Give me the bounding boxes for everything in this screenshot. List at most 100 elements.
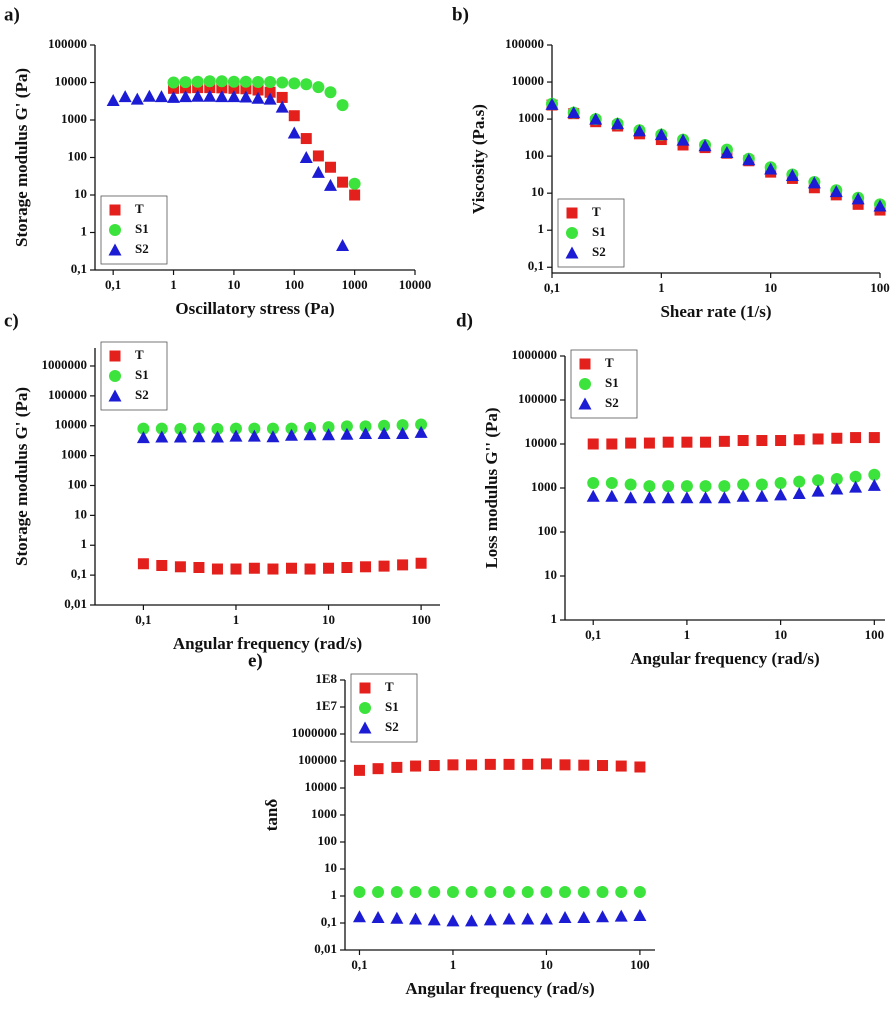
legend-label: S2 [605,395,619,410]
marker-triangle [215,90,229,103]
legend-label: S1 [605,375,619,390]
y-tick-label: 100000 [48,387,87,402]
marker-triangle [829,185,843,198]
legend-label: S2 [592,244,606,259]
marker-triangle [545,97,559,110]
marker-circle [415,418,428,431]
marker-triangle [303,428,317,441]
marker-triangle [586,489,600,502]
panel-label: e) [248,650,263,671]
y-tick-label: 10000 [55,73,88,88]
y-axis-label: Viscosity (Pa.s) [469,104,488,214]
y-tick-label: 1E7 [315,698,337,713]
marker-triangle [807,176,821,189]
y-tick-label: 1000 [518,110,544,125]
marker-triangle [409,912,423,925]
marker-square [252,84,264,96]
x-axis-label: Oscillatory stress (Pa) [175,299,334,318]
marker-triangle [229,429,243,442]
panel-label: d) [456,310,473,331]
marker-square [248,562,260,574]
marker-square [775,435,787,447]
marker-square [737,435,749,447]
y-tick-label: 10000 [55,417,88,432]
marker-circle [359,420,372,433]
marker-circle [559,886,572,899]
y-tick-label: 10 [531,184,544,199]
marker-square [868,432,880,444]
panel-label: b) [452,4,469,25]
marker-square [681,436,693,448]
panel: e) 0,1 1 10 100 0,01 0,1 1 10 100 1000 10000 100000 1… [248,650,655,998]
legend-label: S1 [135,367,149,382]
marker-square [718,435,730,447]
marker-triangle [203,89,217,102]
marker-square [372,763,384,775]
marker-triangle [155,430,169,443]
y-tick-label: 0,1 [321,914,337,929]
marker-triangle [377,426,391,439]
marker-triangle [654,128,668,141]
marker-circle [577,886,590,899]
marker-square [566,207,578,219]
marker-triangle [247,429,261,442]
marker-circle [699,480,712,493]
marker-triangle [565,246,579,259]
marker-square [137,558,149,570]
x-tick-label: 10 [227,277,240,292]
y-tick-label: 100 [318,833,338,848]
marker-triangle [167,90,181,103]
marker-triangle [154,90,168,103]
marker-triangle [414,425,428,438]
marker-triangle [483,913,497,926]
x-tick-label: 10 [540,957,553,972]
marker-triangle [287,126,301,139]
marker-square [559,759,571,771]
marker-circle [540,886,553,899]
marker-square [428,760,440,772]
marker-circle [285,422,298,435]
marker-triangle [266,430,280,443]
marker-circle [428,886,441,899]
marker-triangle [577,910,591,923]
legend-label: S1 [135,221,149,236]
x-tick-label: 1 [170,277,177,292]
marker-triangle [873,199,887,212]
legend-label: T [592,204,601,219]
x-tick-label: 10000 [399,277,432,292]
marker-triangle [465,914,479,927]
y-tick-label: 0,1 [71,261,87,276]
y-tick-label: 100000 [298,752,337,767]
marker-square [276,91,288,103]
y-tick-label: 100000 [518,391,557,406]
marker-circle [203,75,216,88]
marker-triangle [336,239,350,252]
marker-circle [566,227,578,239]
x-tick-label: 100 [285,277,305,292]
marker-circle [215,75,228,88]
marker-square [264,86,276,98]
marker-square [466,759,478,771]
marker-triangle [263,92,277,105]
marker-circle [211,422,224,435]
marker-triangle [567,106,581,119]
marker-circle [624,478,637,491]
marker-triangle [611,117,625,130]
marker-circle [605,476,618,489]
marker-triangle [191,89,205,102]
marker-circle [378,419,391,432]
y-tick-label: 10000 [305,779,338,794]
marker-circle [409,886,422,899]
marker-circle [484,886,497,899]
marker-circle [239,75,252,88]
marker-triangle [446,914,460,927]
panel: d) 0,1 1 10 100 1 10 100 1000 10000 100000 1000000 A… [456,310,885,668]
marker-circle [849,470,862,483]
marker-circle [643,480,656,493]
marker-square [174,561,186,573]
y-tick-label: 1000 [61,111,87,126]
y-tick-label: 100000 [48,36,87,51]
y-tick-label: 1000000 [42,357,88,372]
marker-triangle [785,169,799,182]
